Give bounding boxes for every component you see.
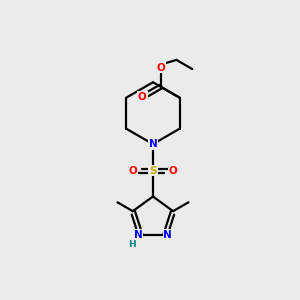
Text: O: O (156, 63, 165, 73)
Text: O: O (128, 166, 137, 176)
Text: O: O (138, 92, 147, 102)
Text: S: S (149, 166, 157, 176)
Text: N: N (148, 139, 157, 149)
Text: O: O (169, 166, 178, 176)
Text: N: N (134, 230, 142, 240)
Text: N: N (164, 230, 172, 240)
Text: H: H (128, 240, 136, 249)
